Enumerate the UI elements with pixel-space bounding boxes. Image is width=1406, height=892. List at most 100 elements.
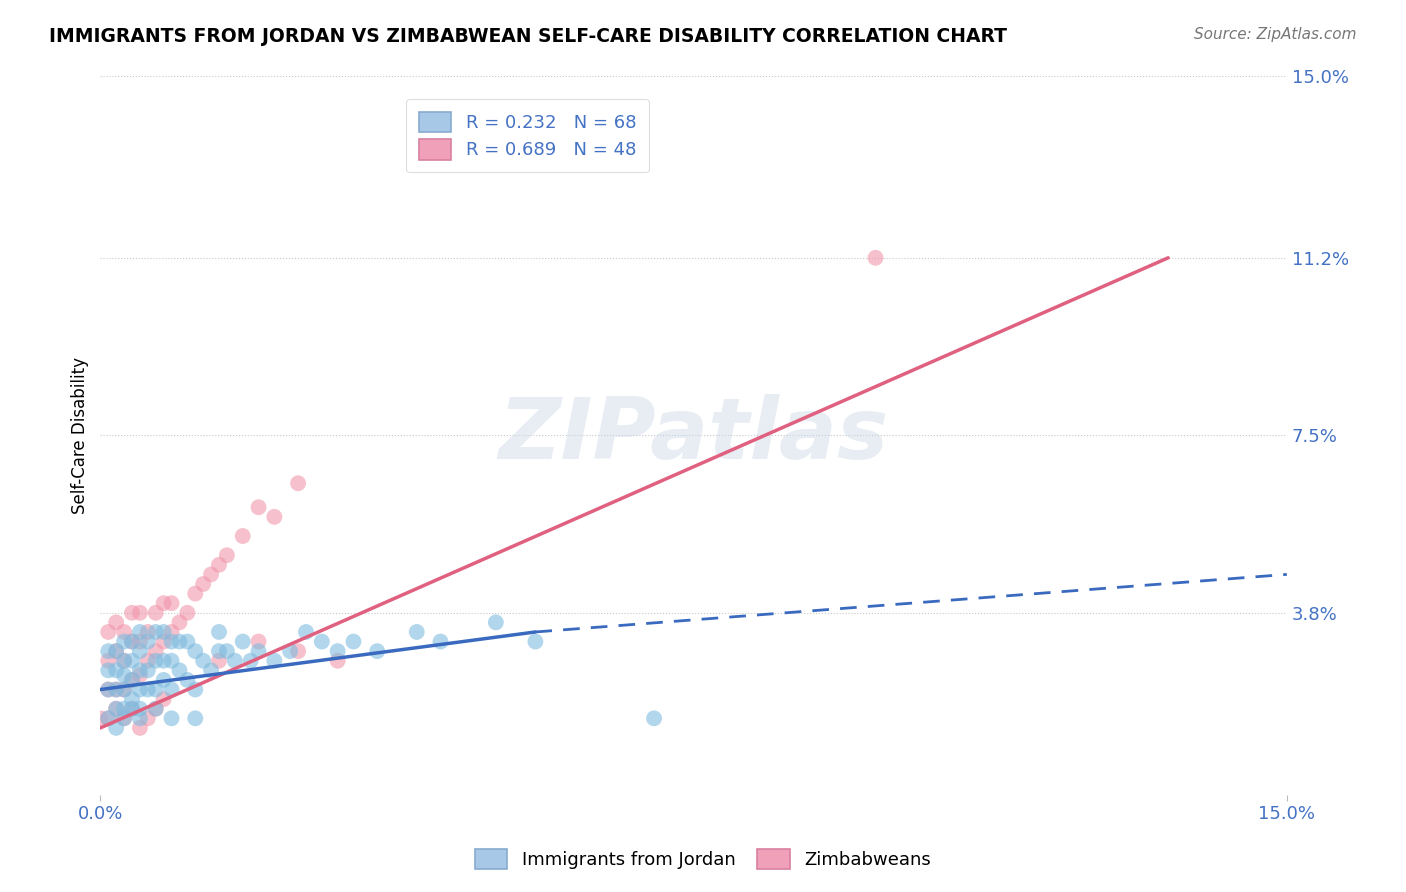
Point xyxy=(208,654,231,668)
Point xyxy=(105,702,128,716)
Point xyxy=(193,654,215,668)
Point xyxy=(160,596,183,610)
Point xyxy=(105,682,128,697)
Point xyxy=(105,664,128,678)
Point xyxy=(865,251,887,265)
Point xyxy=(121,654,143,668)
Point xyxy=(224,654,246,668)
Point xyxy=(121,606,143,620)
Point xyxy=(112,634,135,648)
Point xyxy=(160,634,183,648)
Point xyxy=(311,634,333,648)
Point xyxy=(152,634,174,648)
Point xyxy=(239,654,262,668)
Point xyxy=(145,702,167,716)
Point xyxy=(429,634,451,648)
Point xyxy=(136,634,159,648)
Point xyxy=(193,577,215,591)
Text: Source: ZipAtlas.com: Source: ZipAtlas.com xyxy=(1194,27,1357,42)
Point xyxy=(184,644,207,658)
Point xyxy=(105,702,128,716)
Point xyxy=(121,673,143,687)
Point xyxy=(129,711,152,725)
Point xyxy=(121,673,143,687)
Point xyxy=(263,509,285,524)
Point xyxy=(247,644,270,658)
Point xyxy=(97,624,120,639)
Point xyxy=(129,702,152,716)
Point xyxy=(121,702,143,716)
Point xyxy=(105,644,128,658)
Point xyxy=(152,624,174,639)
Point xyxy=(105,615,128,630)
Text: ZIPatlas: ZIPatlas xyxy=(499,393,889,477)
Point xyxy=(145,682,167,697)
Point xyxy=(112,682,135,697)
Point xyxy=(176,673,198,687)
Point xyxy=(524,634,547,648)
Point xyxy=(97,711,120,725)
Point xyxy=(643,711,665,725)
Point xyxy=(112,711,135,725)
Point xyxy=(232,529,254,543)
Point xyxy=(129,664,152,678)
Point xyxy=(160,682,183,697)
Point xyxy=(97,664,120,678)
Point xyxy=(121,692,143,706)
Point xyxy=(278,644,301,658)
Point xyxy=(129,682,152,697)
Point xyxy=(342,634,364,648)
Point xyxy=(136,624,159,639)
Point xyxy=(105,682,128,697)
Point xyxy=(200,567,222,582)
Point xyxy=(121,634,143,648)
Point xyxy=(112,654,135,668)
Point xyxy=(112,624,135,639)
Point xyxy=(136,654,159,668)
Point xyxy=(485,615,508,630)
Point xyxy=(97,644,120,658)
Point xyxy=(136,711,159,725)
Point xyxy=(129,606,152,620)
Point xyxy=(129,721,152,735)
Point xyxy=(97,654,120,668)
Point xyxy=(184,682,207,697)
Point xyxy=(129,624,152,639)
Point xyxy=(89,711,111,725)
Y-axis label: Self-Care Disability: Self-Care Disability xyxy=(72,357,89,514)
Point xyxy=(136,682,159,697)
Point xyxy=(176,606,198,620)
Point xyxy=(287,476,309,491)
Point xyxy=(97,682,120,697)
Point xyxy=(105,721,128,735)
Point xyxy=(145,702,167,716)
Point xyxy=(112,654,135,668)
Point xyxy=(208,558,231,572)
Point xyxy=(112,702,135,716)
Point xyxy=(112,668,135,682)
Point xyxy=(326,654,349,668)
Point xyxy=(145,654,167,668)
Point xyxy=(208,644,231,658)
Point xyxy=(169,634,191,648)
Point xyxy=(129,634,152,648)
Point xyxy=(295,624,318,639)
Point xyxy=(121,634,143,648)
Point xyxy=(326,644,349,658)
Legend: Immigrants from Jordan, Zimbabweans: Immigrants from Jordan, Zimbabweans xyxy=(465,839,941,879)
Point xyxy=(112,711,135,725)
Point xyxy=(136,664,159,678)
Point xyxy=(287,644,309,658)
Point xyxy=(184,586,207,600)
Point xyxy=(145,624,167,639)
Point xyxy=(247,500,270,515)
Point xyxy=(405,624,427,639)
Point xyxy=(215,548,238,562)
Point xyxy=(263,654,285,668)
Point xyxy=(247,634,270,648)
Point xyxy=(129,668,152,682)
Point xyxy=(208,624,231,639)
Point xyxy=(169,664,191,678)
Point xyxy=(160,711,183,725)
Point xyxy=(152,654,174,668)
